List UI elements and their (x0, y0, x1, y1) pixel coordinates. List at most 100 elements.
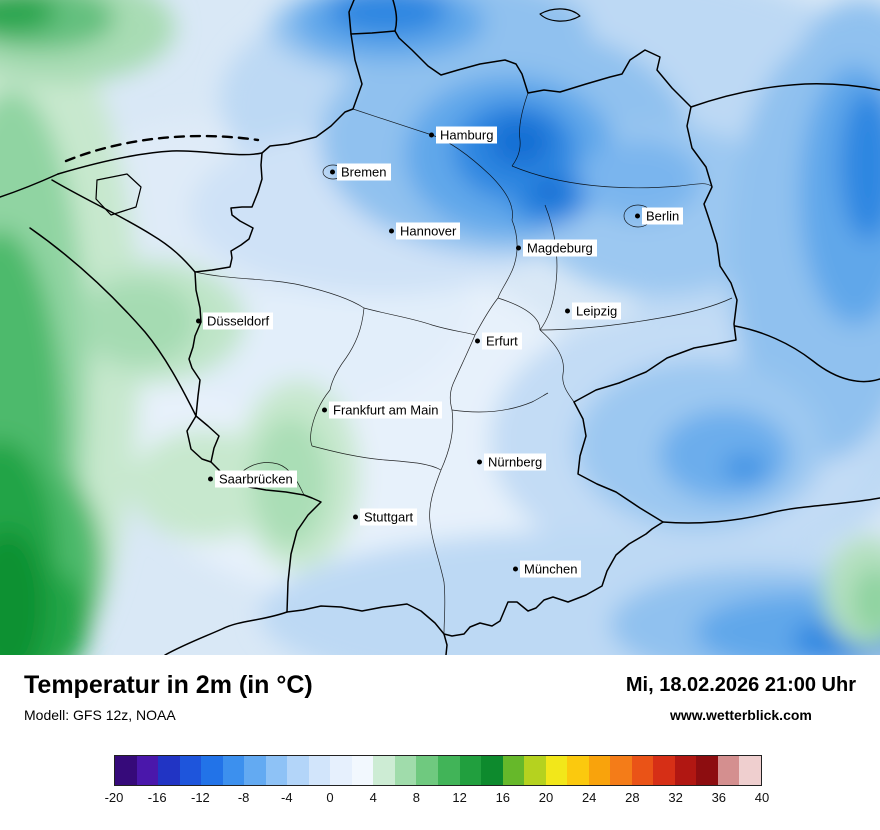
poland-coastline (690, 83, 880, 108)
legend-color-segment (287, 756, 309, 785)
germany-border (188, 30, 738, 637)
belgium-netherlands-border (51, 179, 196, 273)
legend-tick-label: 20 (538, 790, 554, 805)
page-title: Temperatur in 2m (in °C) (24, 671, 313, 699)
city-marker: Erfurt (475, 332, 522, 350)
city-marker: Nürnberg (477, 453, 547, 471)
map-canvas (0, 0, 880, 655)
country-borders (0, 0, 880, 655)
legend-color-segment (459, 756, 482, 785)
legend-color-segment (394, 756, 417, 785)
city-marker: Berlin (635, 207, 684, 225)
austria-switzerland-border (443, 633, 448, 655)
belgian-coastline (0, 173, 59, 198)
legend-color-segment (437, 756, 460, 785)
legend-color-segment (502, 756, 525, 785)
city-label: Hannover (396, 222, 461, 240)
legend-tick-label: 40 (754, 790, 770, 805)
temperature-legend: -20 -16 -12 -8 -4 0 4 8 12 16 20 24 28 32 36 40 (105, 755, 770, 808)
legend-tick-labels: -20 -16 -12 -8 -4 0 4 8 12 16 20 24 28 32 36 40 (105, 790, 770, 808)
city-label: München (520, 560, 582, 578)
czech-border-south (662, 497, 880, 524)
website-url: www.wetterblick.com (670, 707, 812, 723)
legend-tick-label: 16 (495, 790, 511, 805)
legend-color-segment (351, 756, 374, 785)
city-label: Frankfurt am Main (329, 401, 443, 419)
legend-color-segment (201, 756, 223, 785)
ijsselmeer (95, 173, 142, 216)
city-marker: München (513, 560, 582, 578)
city-marker: Frankfurt am Main (322, 401, 443, 419)
legend-color-bar (114, 755, 762, 786)
legend-tick-label: -20 (104, 790, 124, 805)
legend-tick-label: 4 (369, 790, 377, 805)
legend-tick-label: 0 (326, 790, 334, 805)
city-marker: Leipzig (565, 302, 622, 320)
legend-color-segment (416, 756, 438, 785)
legend-color-segment (696, 756, 718, 785)
legend-tick-label: 12 (452, 790, 467, 805)
legend-color-segment (631, 756, 654, 785)
model-info: Modell: GFS 12z, NOAA (24, 707, 176, 723)
legend-color-segment (373, 756, 395, 785)
map-footer: Temperatur in 2m (in °C) Modell: GFS 12z… (0, 655, 880, 830)
legend-color-segment (524, 756, 546, 785)
city-dot (330, 169, 335, 175)
city-marker: Saarbrücken (208, 470, 297, 488)
city-dot (565, 308, 570, 314)
city-label: Stuttgart (360, 508, 418, 526)
city-dot (196, 318, 201, 324)
denmark-border-east (392, 0, 398, 32)
belgium-france-border (29, 227, 197, 417)
legend-tick-label: 28 (625, 790, 640, 805)
city-dot (475, 338, 480, 344)
city-marker: Hannover (389, 222, 461, 240)
legend-color-segment (588, 756, 611, 785)
city-label: Berlin (642, 207, 684, 225)
denmark-border-west (348, 0, 355, 35)
legend-color-segment (308, 756, 331, 785)
danish-island (539, 8, 581, 22)
city-label: Hamburg (436, 126, 498, 144)
legend-tick-label: -16 (147, 790, 167, 805)
luxembourg-border (186, 415, 212, 463)
legend-tick-label: 32 (668, 790, 683, 805)
legend-color-segment (717, 756, 740, 785)
legend-color-segment (179, 756, 202, 785)
city-dot (513, 566, 518, 572)
city-dot (516, 245, 521, 251)
legend-tick-label: -8 (237, 790, 250, 805)
legend-tick-label: -4 (281, 790, 293, 805)
city-marker: Hamburg (429, 126, 498, 144)
legend-color-segment (674, 756, 697, 785)
legend-tick-label: 24 (581, 790, 597, 805)
dutch-coastline (57, 150, 263, 175)
valid-time: Mi, 18.02.2026 21:00 Uhr (625, 674, 856, 696)
temperature-field (0, 0, 880, 655)
city-dot (477, 459, 482, 465)
legend-color-segment (136, 756, 159, 785)
legend-color-segment (545, 756, 568, 785)
city-label: Magdeburg (523, 239, 597, 257)
city-label: Saarbrücken (215, 470, 297, 488)
legend-color-segment (244, 756, 266, 785)
city-label: Leipzig (572, 302, 622, 320)
legend-color-segment (481, 756, 503, 785)
city-layer: Hamburg Bremen Hannover Berlin Magdeburg Düss… (196, 126, 684, 578)
city-marker: Düsseldorf (196, 312, 274, 330)
legend-tick-label: -12 (190, 790, 210, 805)
city-label: Nürnberg (484, 453, 547, 471)
legend-color-segment (653, 756, 675, 785)
city-dot (353, 514, 358, 520)
city-label: Erfurt (482, 332, 522, 350)
legend-color-segment (330, 756, 352, 785)
weather-map: Hamburg Bremen Hannover Berlin Magdeburg Düss… (0, 0, 880, 655)
legend-color-segment (739, 756, 761, 785)
legend-color-segment (265, 756, 288, 785)
czech-border-north (734, 325, 880, 383)
legend-color-segment (222, 756, 245, 785)
city-marker: Bremen (330, 163, 391, 181)
city-dot (429, 132, 434, 138)
legend-color-segment (158, 756, 180, 785)
city-dot (389, 228, 394, 234)
